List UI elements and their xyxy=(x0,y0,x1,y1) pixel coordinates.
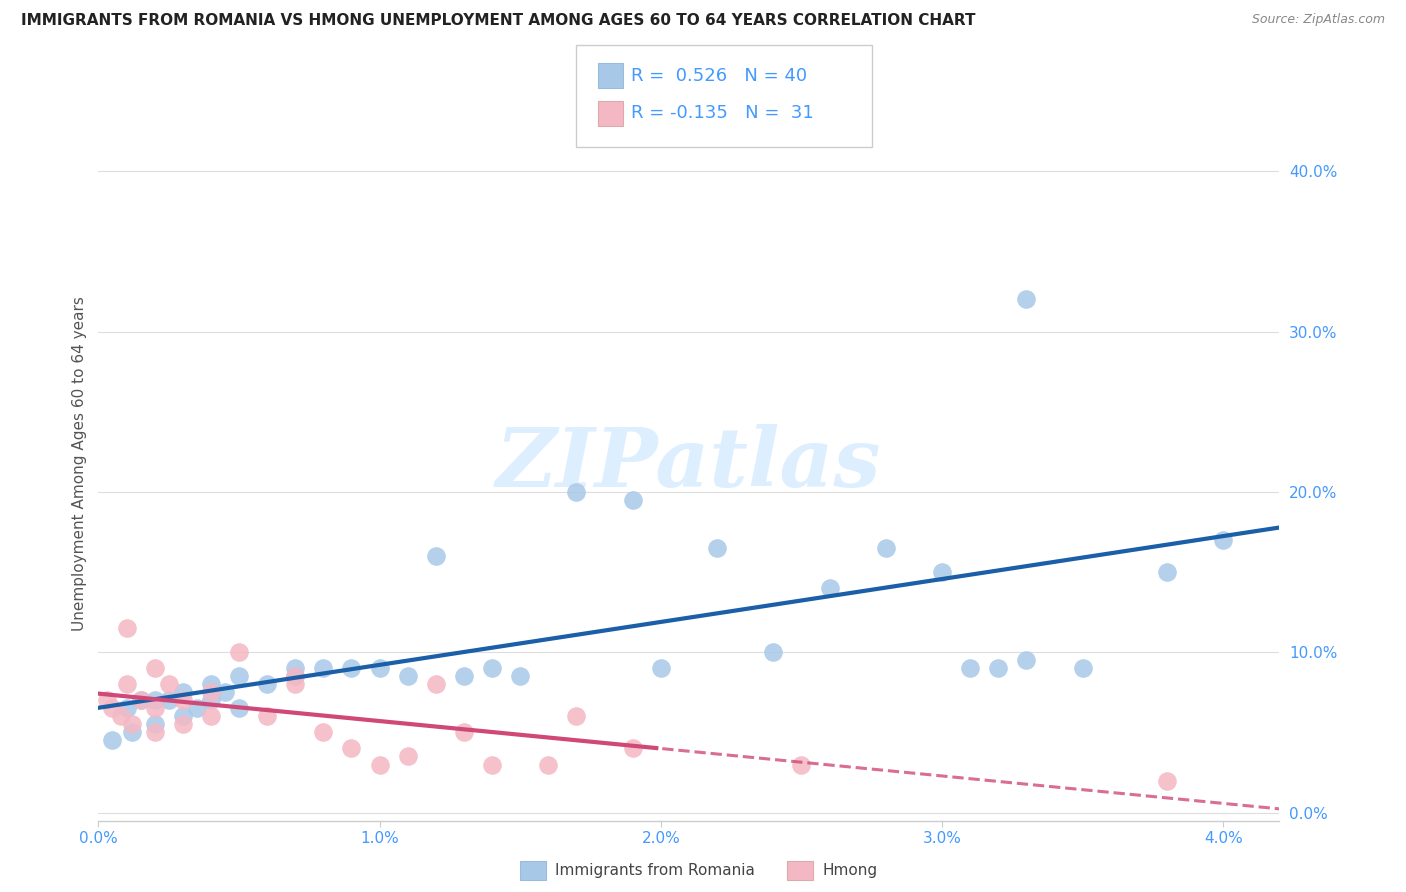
Point xyxy=(200,677,222,691)
Point xyxy=(509,669,531,683)
Point xyxy=(1071,661,1094,675)
Point xyxy=(172,717,194,731)
Point xyxy=(101,733,124,747)
Point xyxy=(481,757,503,772)
Y-axis label: Unemployment Among Ages 60 to 64 years: Unemployment Among Ages 60 to 64 years xyxy=(72,296,87,632)
Point xyxy=(115,621,138,635)
Point xyxy=(115,677,138,691)
Point xyxy=(143,661,166,675)
Point xyxy=(931,565,953,579)
Text: Source: ZipAtlas.com: Source: ZipAtlas.com xyxy=(1251,13,1385,27)
Point xyxy=(143,717,166,731)
Point xyxy=(284,677,307,691)
Point xyxy=(762,645,785,659)
Point xyxy=(101,701,124,715)
Point xyxy=(368,661,391,675)
Point xyxy=(200,685,222,699)
Point xyxy=(115,701,138,715)
Point xyxy=(143,701,166,715)
Point xyxy=(121,717,143,731)
Point xyxy=(312,725,335,739)
Point xyxy=(129,693,152,707)
Point xyxy=(425,549,447,563)
Point xyxy=(565,484,588,499)
Point xyxy=(621,492,644,507)
Point xyxy=(1015,653,1038,667)
Point xyxy=(157,677,180,691)
Point xyxy=(396,669,419,683)
Point xyxy=(537,757,560,772)
Point xyxy=(110,709,132,723)
Point xyxy=(340,741,363,756)
Point xyxy=(228,645,250,659)
Point xyxy=(875,541,897,555)
Point xyxy=(425,677,447,691)
Point xyxy=(121,725,143,739)
Point xyxy=(214,685,236,699)
Text: Hmong: Hmong xyxy=(823,863,877,878)
Point xyxy=(1212,533,1234,547)
Point xyxy=(650,661,672,675)
Point xyxy=(157,693,180,707)
Point xyxy=(987,661,1010,675)
Point xyxy=(453,669,475,683)
Point xyxy=(481,661,503,675)
Point xyxy=(790,757,813,772)
Point xyxy=(368,757,391,772)
Point xyxy=(228,701,250,715)
Point xyxy=(340,661,363,675)
Point xyxy=(453,725,475,739)
Point xyxy=(256,709,278,723)
Point xyxy=(256,677,278,691)
Text: ZIPatlas: ZIPatlas xyxy=(496,424,882,504)
Point xyxy=(312,661,335,675)
Point xyxy=(284,661,307,675)
Point xyxy=(396,749,419,764)
Text: Immigrants from Romania: Immigrants from Romania xyxy=(555,863,755,878)
Point xyxy=(1156,773,1178,788)
Point xyxy=(200,693,222,707)
Point xyxy=(228,669,250,683)
Text: IMMIGRANTS FROM ROMANIA VS HMONG UNEMPLOYMENT AMONG AGES 60 TO 64 YEARS CORRELAT: IMMIGRANTS FROM ROMANIA VS HMONG UNEMPLO… xyxy=(21,13,976,29)
Point xyxy=(818,581,841,595)
Point xyxy=(129,693,152,707)
Point xyxy=(186,701,208,715)
Text: R =  0.526   N = 40: R = 0.526 N = 40 xyxy=(631,67,807,85)
Point xyxy=(1156,565,1178,579)
Point xyxy=(172,685,194,699)
Point xyxy=(172,693,194,707)
Point xyxy=(200,709,222,723)
Point xyxy=(1015,293,1038,307)
Point xyxy=(96,693,118,707)
Point xyxy=(706,541,728,555)
Point xyxy=(284,669,307,683)
Point xyxy=(959,661,981,675)
Text: R = -0.135   N =  31: R = -0.135 N = 31 xyxy=(631,104,814,122)
Point xyxy=(143,725,166,739)
Point xyxy=(621,741,644,756)
Point xyxy=(565,709,588,723)
Point xyxy=(284,669,307,683)
Point xyxy=(172,709,194,723)
Point xyxy=(143,693,166,707)
